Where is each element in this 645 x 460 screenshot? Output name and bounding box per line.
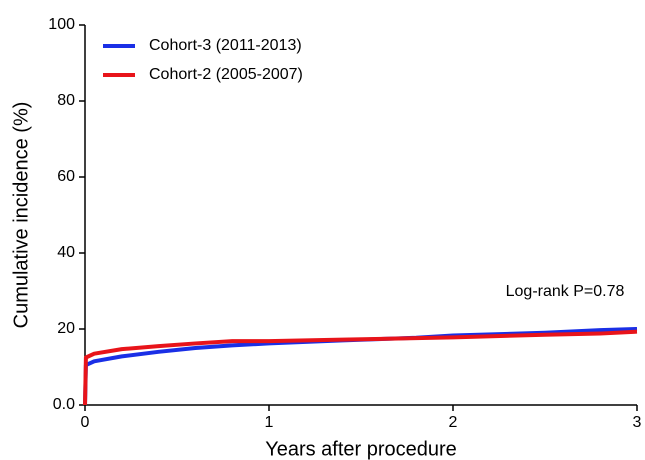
x-tick-label: 1 <box>265 414 274 431</box>
y-tick-label: 20 <box>57 320 75 337</box>
x-axis-title: Years after procedure <box>265 438 457 460</box>
y-tick-label: 0.0 <box>53 396 75 413</box>
y-tick-label: 80 <box>57 92 75 109</box>
y-tick-label: 40 <box>57 244 75 261</box>
annotation: Log-rank P=0.78 <box>506 283 625 300</box>
y-tick-label: 60 <box>57 168 75 185</box>
legend-label: Cohort-2 (2005-2007) <box>149 66 303 83</box>
x-tick-label: 0 <box>81 414 90 431</box>
x-tick-label: 3 <box>633 414 642 431</box>
series-line <box>83 329 638 406</box>
y-axis-title: Cumulative incidence (%) <box>10 102 32 329</box>
legend-label: Cohort-3 (2011-2013) <box>149 37 302 54</box>
y-tick-label: 100 <box>48 16 75 33</box>
x-tick-label: 2 <box>449 414 458 431</box>
